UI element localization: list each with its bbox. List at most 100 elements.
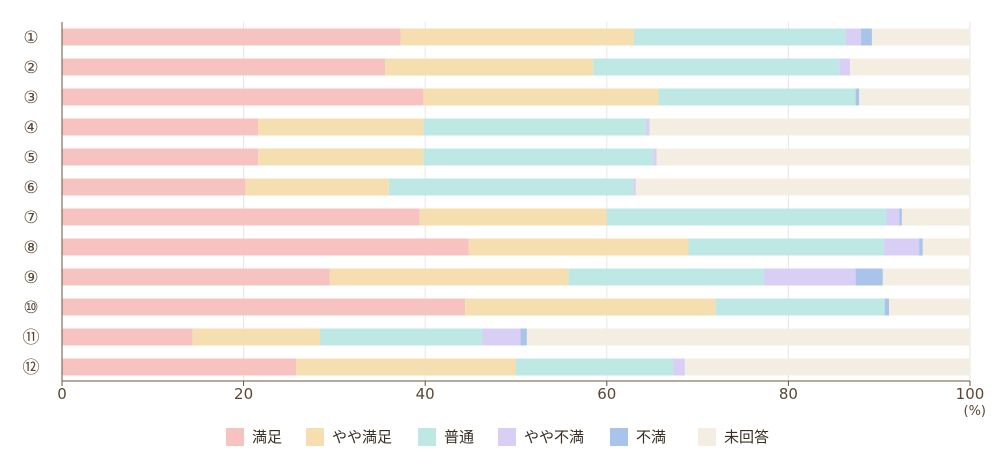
bar-segment-3-1: [62, 88, 424, 106]
bar-segment-6-4: [633, 178, 636, 196]
bar-segment-5-3: [423, 148, 654, 166]
category-label: ⑧: [23, 238, 38, 258]
bar-segment-11-1: [62, 328, 193, 346]
bar-segment-5-6: [656, 148, 970, 166]
category-label: ⑦: [23, 208, 38, 228]
bar-segment-8-2: [468, 238, 689, 256]
bar-segment-11-6: [526, 328, 970, 346]
bar-segment-10-6: [889, 298, 970, 316]
category-label: ②: [23, 58, 38, 78]
legend-swatch-6: [698, 428, 716, 446]
category-labels: ① ② ③ ④ ⑤ ⑥ ⑦ ⑧ ⑨ ⑩ ⑪ ⑫: [23, 28, 40, 378]
legend-label-5: 不満: [636, 428, 666, 446]
bar-segment-1-4: [845, 28, 862, 46]
bar-segment-9-3: [568, 268, 764, 286]
x-tick-label-20: 20: [234, 385, 253, 403]
bar-segment-12-1: [62, 358, 297, 376]
bar-segment-4-2: [258, 118, 424, 136]
x-tick-label-60: 60: [597, 385, 616, 403]
bar-segment-2-2: [385, 58, 594, 76]
legend-swatch-1: [226, 428, 244, 446]
bar-segment-6-3: [388, 178, 634, 196]
legend-swatch-4: [498, 428, 516, 446]
x-tick-label-80: 80: [779, 385, 798, 403]
bar-segment-1-2: [400, 28, 635, 46]
bar-segment-2-6: [850, 58, 970, 76]
x-tick-label-100: 100: [956, 385, 985, 403]
bar-segment-1-3: [634, 28, 846, 46]
legend-swatch-5: [610, 428, 628, 446]
category-label: ④: [23, 118, 38, 138]
legend: 満足 やや満足 普通 やや不満 不満 未回答: [226, 428, 769, 446]
bar-segment-6-1: [62, 178, 246, 196]
category-label: ⑩: [23, 298, 38, 318]
legend-label-6: 未回答: [724, 428, 769, 446]
bar-segment-8-4: [883, 238, 920, 256]
bar-segment-10-3: [715, 298, 885, 316]
bar-segment-7-2: [419, 208, 607, 226]
bar-segment-4-6: [649, 118, 970, 136]
bar-segment-4-4: [645, 118, 650, 136]
bar-segment-9-4: [763, 268, 856, 286]
bar-segment-12-3: [516, 358, 674, 376]
x-tick-label-0: 0: [57, 385, 67, 403]
axes: [61, 22, 971, 386]
x-unit-label: (%): [964, 404, 987, 419]
category-label: ⑫: [23, 358, 40, 378]
legend-label-4: やや不満: [524, 428, 584, 446]
x-tick-label-40: 40: [416, 385, 435, 403]
bar-segment-3-5: [855, 88, 860, 106]
legend-swatch-3: [418, 428, 436, 446]
bar-segment-2-3: [593, 58, 840, 76]
bar-segment-10-2: [465, 298, 716, 316]
bar-segment-4-1: [62, 118, 259, 136]
bar-segment-9-6: [882, 268, 970, 286]
bar-segment-2-1: [62, 58, 386, 76]
bar-segment-1-5: [861, 28, 872, 46]
legend-swatch-2: [306, 428, 324, 446]
bar-segment-10-5: [884, 298, 890, 316]
bar-segment-9-5: [855, 268, 883, 286]
legend-label-3: 普通: [444, 428, 474, 446]
bar-segment-11-2: [192, 328, 320, 346]
bar-segment-1-1: [62, 28, 401, 46]
legend-label-2: やや満足: [332, 428, 392, 446]
bar-segment-8-1: [62, 238, 469, 256]
grid-lines: [243, 22, 971, 381]
legend-label-1: 満足: [252, 428, 282, 446]
bar-segment-12-2: [296, 358, 516, 376]
bar-segment-6-2: [245, 178, 389, 196]
bar-segment-12-4: [673, 358, 685, 376]
bar-segment-3-3: [658, 88, 856, 106]
bar-segment-1-6: [871, 28, 970, 46]
bar-segment-5-2: [258, 148, 424, 166]
bar-segment-7-4: [886, 208, 900, 226]
bar-segment-7-1: [62, 208, 420, 226]
category-label: ①: [23, 28, 38, 48]
bar-segment-9-1: [62, 268, 330, 286]
bar-segment-8-3: [688, 238, 884, 256]
bar-segment-5-1: [62, 148, 259, 166]
category-label: ⑪: [23, 328, 40, 348]
category-label: ⑥: [23, 178, 38, 198]
bar-segment-11-5: [520, 328, 527, 346]
bar-segment-3-2: [423, 88, 659, 106]
bars: [62, 28, 970, 376]
bar-segment-7-6: [901, 208, 970, 226]
bar-segment-7-5: [899, 208, 902, 226]
bar-segment-3-6: [859, 88, 970, 106]
category-label: ⑨: [23, 268, 38, 288]
bar-segment-7-3: [606, 208, 887, 226]
bar-segment-12-6: [684, 358, 970, 376]
category-label: ⑤: [23, 148, 38, 168]
bar-segment-11-4: [482, 328, 521, 346]
bar-segment-5-4: [653, 148, 657, 166]
x-tick-labels: 0 20 40 60 80 100: [57, 385, 984, 403]
bar-segment-11-3: [319, 328, 483, 346]
bar-segment-8-6: [922, 238, 970, 256]
bar-segment-2-4: [839, 58, 851, 76]
bar-segment-8-5: [919, 238, 923, 256]
bar-segment-6-6: [635, 178, 970, 196]
bar-segment-10-1: [62, 298, 466, 316]
